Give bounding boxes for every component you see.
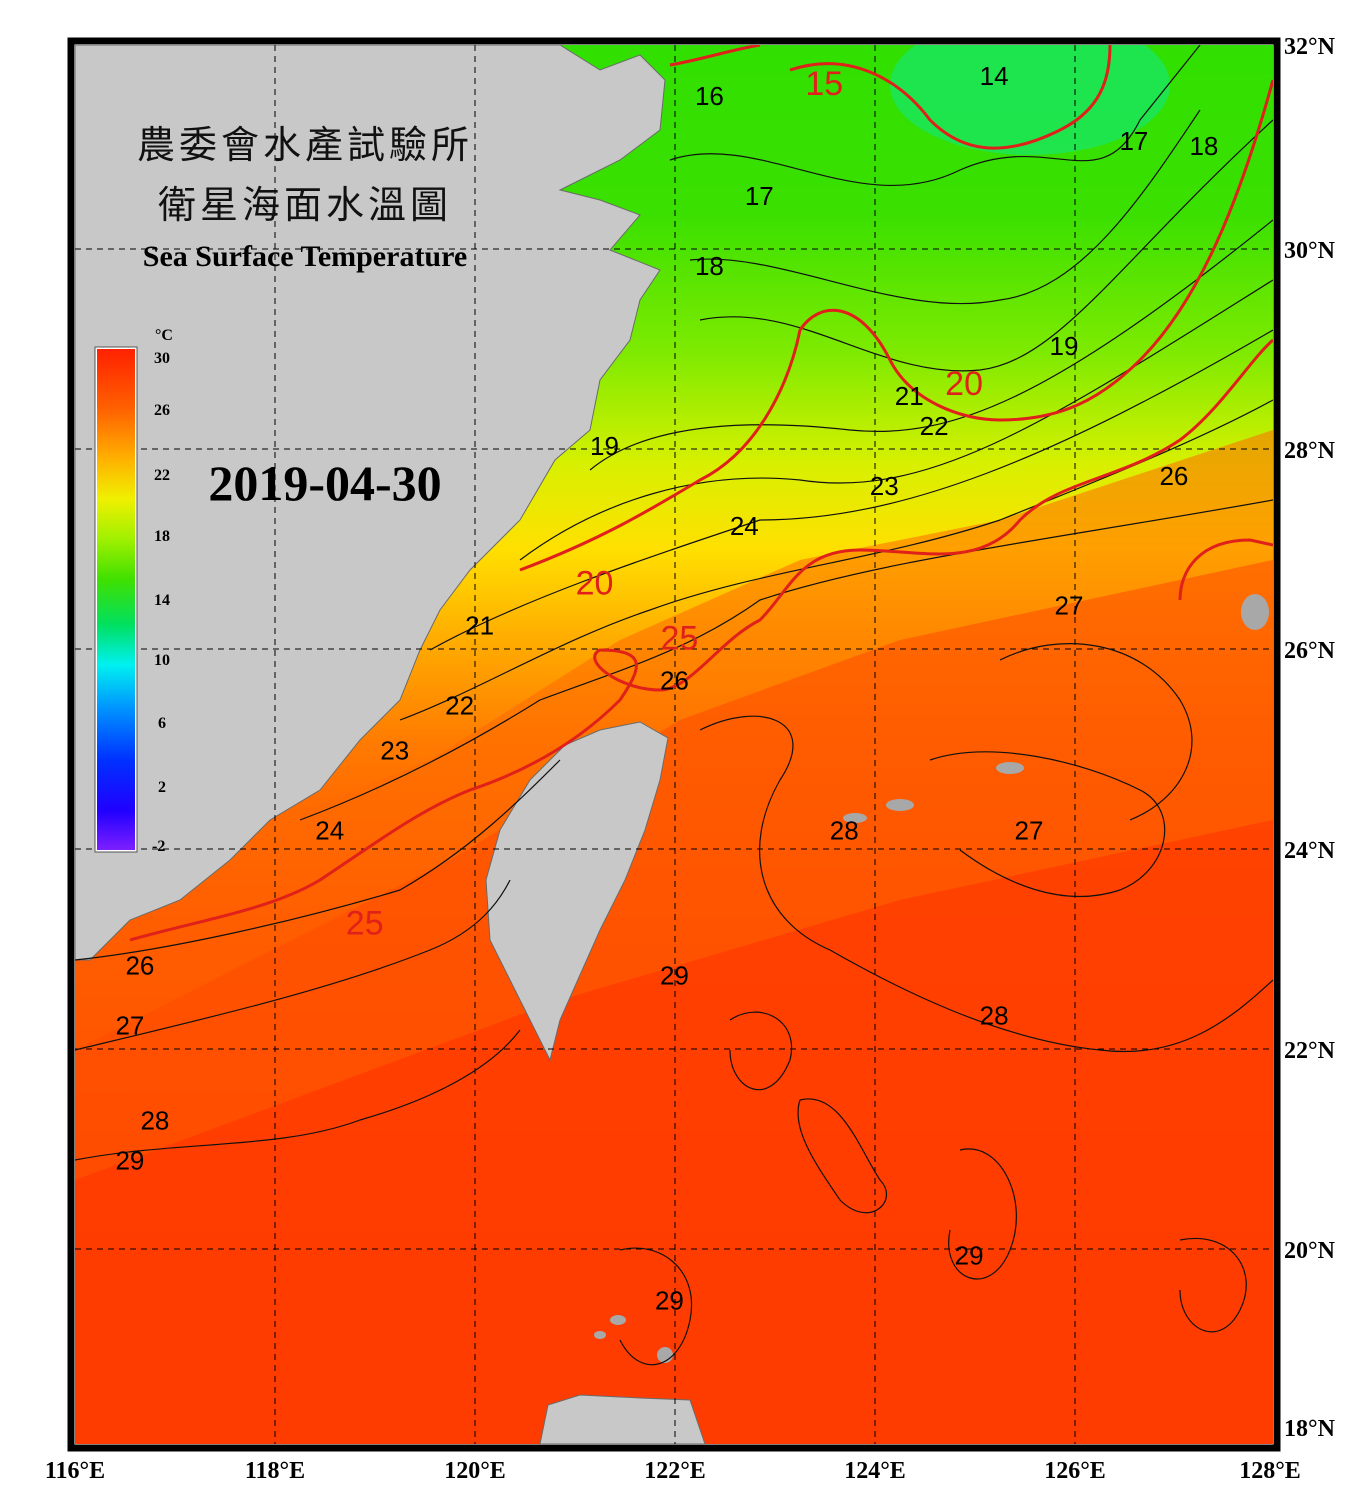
contour-label: 19 — [1050, 331, 1079, 361]
contour-label: 14 — [980, 61, 1009, 91]
colorbar-tick: 18 — [154, 528, 170, 545]
major-isotherms — [129, 45, 1273, 942]
colorbar-tick: 6 — [158, 715, 166, 732]
contour-label: 29 — [660, 961, 689, 991]
contour-label: 21 — [895, 381, 924, 411]
lat-label: 20°N — [1284, 1238, 1336, 1264]
title-map-name: 衛星海面水溫圖 — [158, 183, 452, 227]
contour-label: 23 — [870, 471, 899, 501]
title-english: Sea Surface Temperature — [143, 240, 467, 273]
contour-label: 20 — [945, 365, 983, 403]
contour-label: 22 — [445, 691, 474, 721]
contour-label: 21 — [465, 611, 494, 641]
contour-label: 27 — [1015, 816, 1044, 846]
taiwan-island — [485, 721, 669, 1062]
map-frame — [67, 37, 1281, 1452]
map-area: 1415161717181819192020212122222323242425… — [75, 45, 1273, 1444]
lon-label: 118°E — [245, 1458, 305, 1484]
contour-label: 27 — [115, 1011, 144, 1041]
contour-label: 18 — [695, 251, 724, 281]
colorbar-tick: 26 — [154, 402, 170, 419]
lat-label: 22°N — [1284, 1038, 1336, 1064]
lon-label: 120°E — [444, 1458, 506, 1484]
cool-region — [890, 45, 1170, 155]
colorbar-unit: °C — [155, 327, 173, 344]
lon-label: 126°E — [1044, 1458, 1106, 1484]
contour-label: 29 — [115, 1145, 144, 1175]
colorbar-tick: 22 — [154, 467, 170, 484]
contour-label: 18 — [1189, 131, 1218, 161]
lon-label: 128°E — [1239, 1458, 1301, 1484]
lon-label: 122°E — [644, 1458, 706, 1484]
graticule — [75, 45, 1273, 1444]
lat-label: 24°N — [1284, 838, 1336, 864]
colorbar-tick: -2 — [152, 838, 165, 855]
lat-label: 30°N — [1284, 238, 1336, 264]
lat-label: 18°N — [1284, 1416, 1336, 1442]
longitude-labels: 116°E 118°E 120°E 122°E 124°E 126°E 128°… — [45, 1458, 1301, 1484]
contour-label: 17 — [1119, 126, 1148, 156]
contour-label: 22 — [920, 411, 949, 441]
lat-label: 28°N — [1284, 438, 1336, 464]
contour-label: 17 — [745, 181, 774, 211]
lat-label: 32°N — [1284, 34, 1336, 60]
isotherms — [75, 45, 1273, 1366]
contour-label: 15 — [805, 65, 843, 103]
latitude-labels: 32°N 30°N 28°N 26°N 24°N 22°N 20°N 18°N — [1284, 34, 1336, 1442]
lon-label: 116°E — [45, 1458, 105, 1484]
contour-label: 19 — [590, 431, 619, 461]
colorbar-tick: 14 — [154, 592, 170, 609]
contour-label: 29 — [955, 1240, 984, 1270]
contour-label: 26 — [1159, 461, 1188, 491]
contour-label: 26 — [125, 951, 154, 981]
title-institute: 農委會水產試驗所 — [137, 123, 473, 167]
contour-label: 20 — [576, 565, 614, 603]
contour-label: 26 — [660, 666, 689, 696]
contour-label: 23 — [380, 736, 409, 766]
contour-label: 24 — [730, 511, 759, 541]
contour-label: 27 — [1055, 591, 1084, 621]
colorbar-border — [94, 346, 138, 853]
contour-labels: 1415161717181819192020212122222323242425… — [115, 61, 1218, 1315]
map-date: 2019-04-30 — [208, 455, 441, 511]
colorbar-tick: 2 — [158, 779, 166, 796]
contour-label: 29 — [655, 1285, 684, 1315]
colorbar-tick: 10 — [154, 652, 170, 669]
contour-label: 16 — [695, 81, 724, 111]
contour-label: 28 — [830, 816, 859, 846]
warmest-region — [75, 820, 1273, 1444]
contour-label: 28 — [980, 1001, 1009, 1031]
luzon-island — [539, 1394, 706, 1444]
colorbar: °C 30 26 22 18 14 10 6 2 -2 — [94, 327, 173, 855]
lat-label: 26°N — [1284, 638, 1336, 664]
mainland-china — [75, 45, 666, 961]
contour-label: 24 — [315, 816, 344, 846]
lon-label: 124°E — [844, 1458, 906, 1484]
colorbar-scale — [95, 347, 137, 852]
contour-label: 25 — [660, 620, 698, 658]
contour-label: 25 — [346, 905, 384, 943]
colorbar-tick: 30 — [154, 350, 170, 367]
contour-label: 28 — [140, 1106, 169, 1136]
